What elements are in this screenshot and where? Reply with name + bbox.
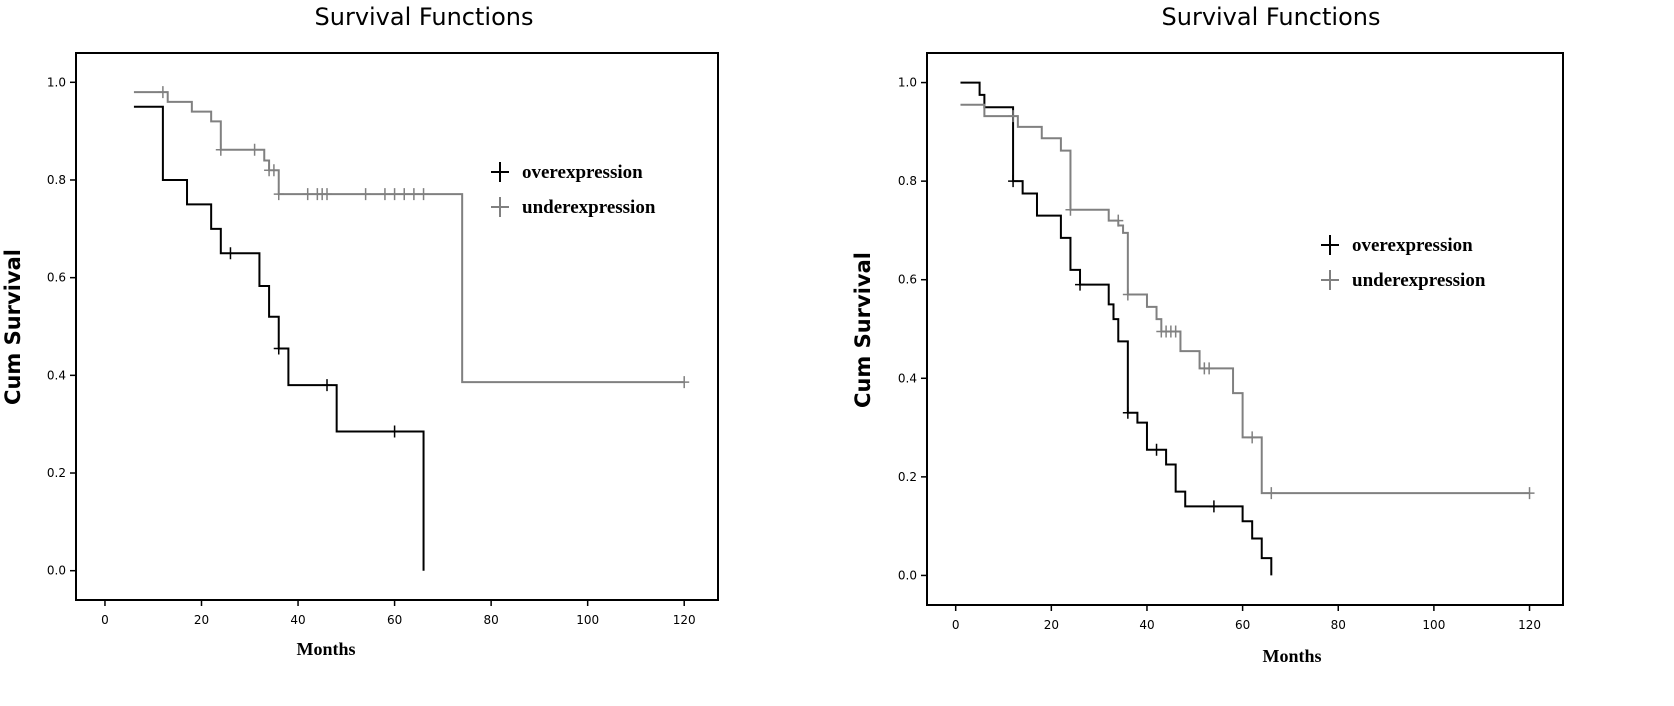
censor-mark [1247,431,1258,444]
censor-mark [408,188,419,201]
y-tick-label: 0.0 [47,564,66,578]
censor-mark [1008,110,1019,123]
y-tick-label: 0.4 [47,368,66,382]
legend-marker [491,162,509,182]
censor-mark [268,164,279,177]
x-axis-label: Months [1262,646,1321,666]
x-tick-label: 80 [483,613,498,627]
x-tick-label: 40 [1139,618,1154,632]
censor-mark [225,247,236,260]
y-tick-label: 0.8 [898,174,917,188]
censor-mark [322,379,333,392]
censor-mark [1208,500,1219,513]
censor-mark [399,188,410,201]
censor-mark [249,143,260,156]
censor-mark [1075,278,1086,291]
series-line-underexpression [133,91,685,384]
x-tick-label: 0 [101,613,109,627]
plot-frame [75,52,719,601]
censor-mark [1151,443,1162,456]
y-tick-label: 0.6 [47,271,66,285]
censor-mark [273,188,284,201]
censor-mark [1204,362,1215,375]
censor-mark [302,188,313,201]
censor-mark [1266,487,1277,500]
y-tick-label: 0.4 [898,371,917,385]
censor-mark [322,188,333,201]
x-tick-label: 100 [1422,618,1445,632]
legend-marker [491,197,509,217]
chart-1: Survival Functions 0.0 0.2 0.4 0.6 0.8 1.0 0 20 4… [1,3,719,659]
legend-marker [1321,235,1339,255]
censor-mark [418,188,429,201]
x-axis-label: Months [296,639,355,659]
censor-mark [1008,175,1019,188]
x-tick-label: 20 [194,613,209,627]
x-tick-label: 80 [1331,618,1346,632]
censor-mark [1524,487,1535,500]
legend-label: overexpression [522,162,643,183]
y-tick-label: 0.8 [47,173,66,187]
series-line-underexpression [960,103,1530,495]
censor-mark [273,342,284,355]
censor-mark [679,376,690,389]
legend-label: underexpression [522,197,656,218]
censor-mark [389,188,400,201]
censor-mark [360,188,371,201]
series-line-overexpression [960,81,1273,576]
legend-marker [1321,270,1339,290]
x-tick-label: 120 [1518,618,1541,632]
y-tick-label: 0.6 [898,273,917,287]
chart-title: Survival Functions [1162,3,1381,31]
censor-mark [1113,214,1124,227]
chart-2: Survival Functions 0.0 0.2 0.4 0.6 0.8 1.0 0 20 4… [851,3,1564,666]
x-tick-label: 60 [1235,618,1250,632]
censor-mark [389,425,400,438]
x-tick-label: 0 [952,618,960,632]
chart-title: Survival Functions [315,3,534,31]
censor-mark [157,86,168,99]
y-axis-label: Cum Survival [851,252,875,408]
y-tick-label: 1.0 [898,76,917,90]
y-tick-label: 0.2 [898,470,917,484]
x-tick-label: 60 [387,613,402,627]
censor-mark [215,143,226,156]
legend-label: underexpression [1352,270,1486,291]
censor-mark [1170,325,1181,338]
x-tick-label: 120 [673,613,696,627]
y-tick-label: 0.0 [898,568,917,582]
series-line-overexpression [133,105,425,571]
x-tick-label: 20 [1044,618,1059,632]
censor-mark [1065,203,1076,216]
plot-frame [926,52,1564,606]
x-tick-label: 100 [576,613,599,627]
y-tick-label: 0.2 [47,466,66,480]
censor-mark [1122,288,1133,301]
censor-mark [379,188,390,201]
legend-label: overexpression [1352,235,1473,256]
y-axis-label: Cum Survival [1,249,25,405]
x-tick-label: 40 [290,613,305,627]
y-tick-label: 1.0 [47,75,66,89]
censor-mark [1122,406,1133,419]
